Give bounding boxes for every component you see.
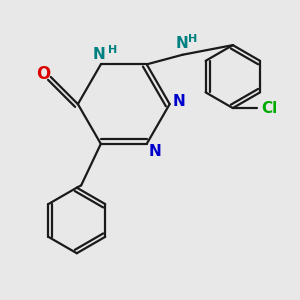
Text: N: N	[173, 94, 186, 110]
Text: H: H	[108, 45, 117, 55]
Text: O: O	[36, 64, 50, 82]
Text: N: N	[92, 47, 105, 62]
Text: H: H	[188, 34, 198, 44]
Text: N: N	[148, 144, 161, 159]
Text: N: N	[175, 36, 188, 51]
Text: Cl: Cl	[261, 100, 277, 116]
